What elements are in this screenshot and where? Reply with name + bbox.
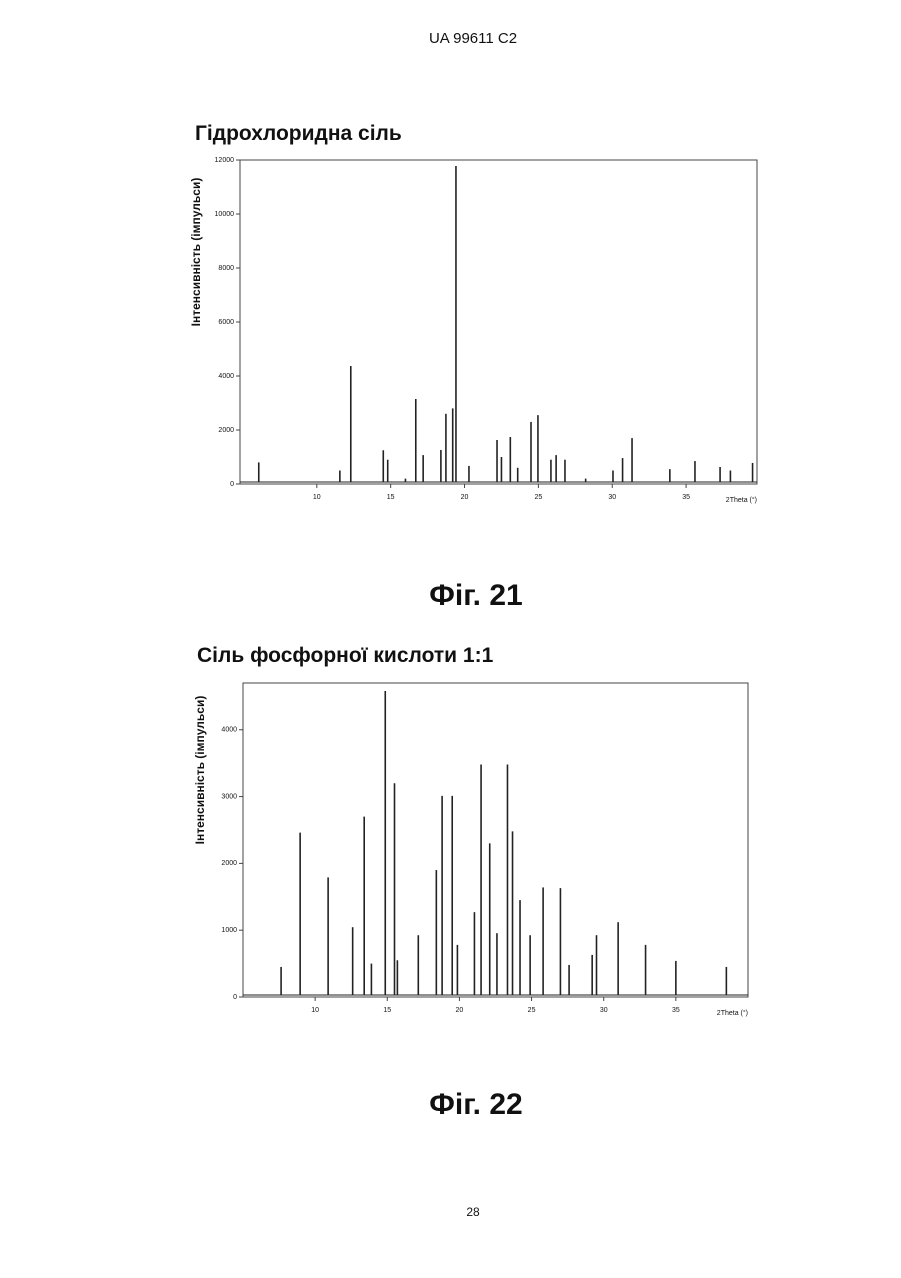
chart-title: Гідрохлоридна сіль — [195, 122, 402, 145]
y-axis-label: Інтенсивність (імпульси) — [189, 178, 203, 327]
x-tick-label: 30 — [600, 1007, 608, 1014]
y-tick-label: 0 — [233, 994, 237, 1001]
document-page: UA 99611 C2 28 Гідрохлоридна сіль Фіг. 21… — [0, 0, 901, 1273]
x-tick-label: 15 — [387, 494, 395, 501]
x-tick-label: 35 — [672, 1007, 680, 1014]
figure-caption: Фіг. 21 — [429, 579, 522, 612]
y-tick-label: 2000 — [221, 860, 237, 867]
x-tick-label: 15 — [383, 1007, 391, 1014]
x-tick-label: 30 — [608, 494, 616, 501]
y-tick-label: 2000 — [218, 427, 234, 434]
y-tick-label: 3000 — [221, 793, 237, 800]
y-tick-label: 0 — [230, 481, 234, 488]
chart-title: Сіль фосфорної кислоти 1:1 — [197, 644, 494, 667]
page-number: 28 — [466, 1205, 480, 1219]
y-tick-label: 4000 — [218, 373, 234, 380]
y-tick-label: 4000 — [221, 727, 237, 734]
y-tick-label: 8000 — [218, 265, 234, 272]
page: UA 99611 C2 28 Гідрохлоридна сіль Фіг. 21… — [0, 0, 901, 1278]
y-tick-label: 1000 — [221, 927, 237, 934]
page-header: UA 99611 C2 — [429, 30, 517, 47]
x-tick-label: 35 — [682, 494, 690, 501]
plot-frame — [243, 683, 748, 997]
x-tick-label: 10 — [313, 494, 321, 501]
y-tick-label: 10000 — [215, 211, 235, 218]
x-axis-label: 2Theta (°) — [717, 1009, 748, 1017]
y-axis-label: Інтенсивність (імпульси) — [193, 696, 207, 845]
x-tick-label: 20 — [456, 1007, 464, 1014]
x-tick-label: 10 — [311, 1007, 319, 1014]
figure-caption: Фіг. 22 — [429, 1088, 522, 1121]
x-tick-label: 25 — [528, 1007, 536, 1014]
x-tick-label: 20 — [461, 494, 469, 501]
y-tick-label: 6000 — [218, 319, 234, 326]
x-axis-label: 2Theta (°) — [726, 496, 757, 504]
y-tick-label: 12000 — [215, 157, 235, 164]
plot-frame — [240, 160, 757, 484]
x-tick-label: 25 — [534, 494, 542, 501]
